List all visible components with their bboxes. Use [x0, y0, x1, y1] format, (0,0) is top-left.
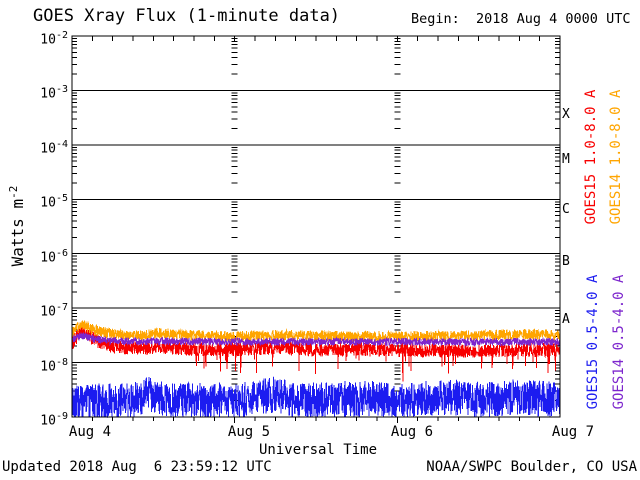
flare-class-label-b: B: [562, 254, 570, 269]
legend-goes15-short: GOES15 0.5-4.0 A: [585, 274, 601, 410]
y-tick-label: 10-3: [40, 84, 68, 102]
y-tick-label: 10-7: [40, 302, 68, 320]
y-tick-label: 10-8: [40, 357, 68, 375]
plot-frame: [71, 35, 561, 418]
flare-class-label-x: X: [562, 107, 570, 122]
x-tick-label-aug5: Aug 5: [227, 424, 271, 440]
legend-goes14-short: GOES14 0.5-4.0 A: [611, 274, 627, 410]
x-axis-label: Universal Time: [258, 442, 378, 458]
page-title: GOES Xray Flux (1-minute data): [33, 6, 341, 26]
x-tick-label-aug4: Aug 4: [68, 424, 112, 440]
y-tick-label: 10-2: [40, 30, 68, 48]
series-goes15-0-5-4-0-a: [71, 376, 561, 419]
footer-source: NOAA/SWPC Boulder, CO USA: [426, 459, 637, 475]
footer-updated-timestamp: Updated 2018 Aug 6 23:59:12 UTC: [2, 459, 272, 475]
flare-class-label-m: M: [562, 152, 570, 167]
flare-class-label-a: A: [562, 312, 570, 327]
begin-time-label: Begin: 2018 Aug 4 0000 UTC: [411, 11, 631, 27]
legend-goes14-long: GOES14 1.0-8.0 A: [608, 89, 624, 225]
series-goes14-0-5-4-0-a: [71, 332, 561, 347]
x-tick-label-aug6: Aug 6: [390, 424, 434, 440]
y-tick-label: 10-4: [40, 139, 68, 157]
y-tick-label: 10-9: [40, 411, 68, 429]
x-tick-label-aug7: Aug 7: [551, 424, 595, 440]
y-tick-label: 10-5: [40, 193, 68, 211]
legend-goes15-long: GOES15 1.0-8.0 A: [583, 89, 599, 225]
flare-class-label-c: C: [562, 202, 570, 217]
y-tick-label: 10-6: [40, 248, 68, 266]
